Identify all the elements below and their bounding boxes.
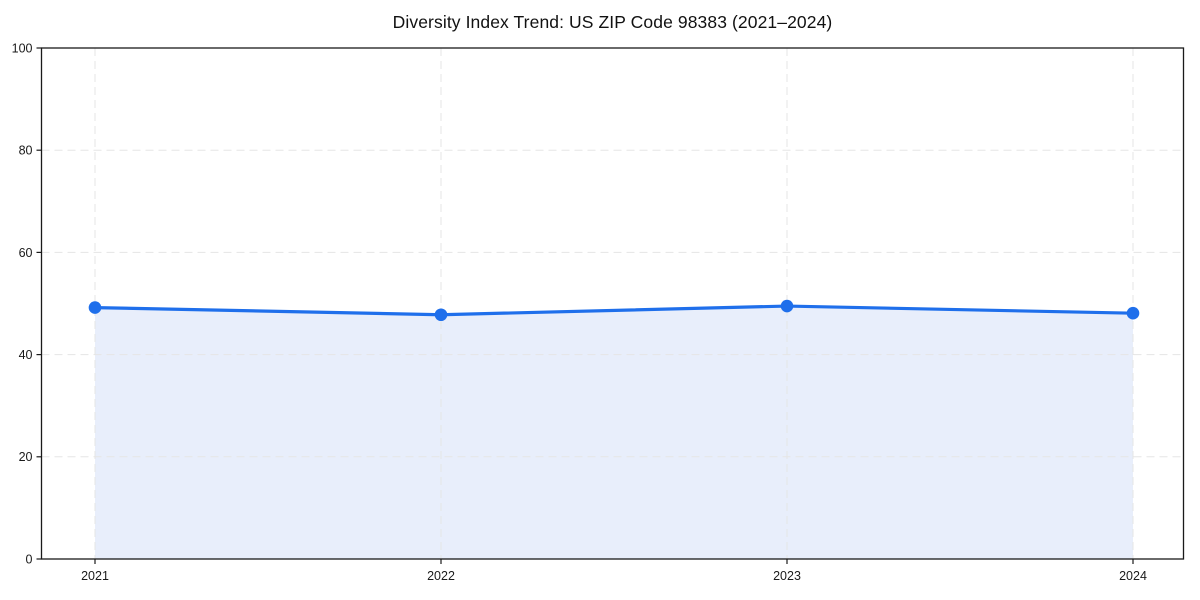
x-tick-label: 2024: [1119, 569, 1147, 583]
axis-tick-labels: 0 20 40 60 80 100 2021 2022 2023 2024: [12, 41, 1147, 583]
axes-spines: [40, 47, 1185, 560]
x-tick-label: 2023: [773, 569, 801, 583]
y-tick-label: 0: [26, 552, 33, 566]
y-tick-label: 60: [19, 246, 33, 260]
data-points: [88, 299, 1140, 322]
data-point: [780, 299, 794, 313]
y-tick-label: 20: [19, 450, 33, 464]
area-fill: [95, 306, 1133, 559]
y-tick-label: 40: [19, 348, 33, 362]
data-point: [1126, 306, 1140, 320]
data-point: [434, 308, 448, 322]
y-tick-label: 100: [12, 41, 33, 55]
x-tick-label: 2022: [427, 569, 455, 583]
axis-ticks: [36, 47, 1134, 564]
y-tick-label: 80: [19, 144, 33, 158]
x-tick-label: 2021: [81, 569, 109, 583]
data-point: [88, 301, 102, 314]
chart-title: Diversity Index Trend: US ZIP Code 98383…: [392, 12, 833, 32]
trend-line: [93, 304, 1135, 317]
